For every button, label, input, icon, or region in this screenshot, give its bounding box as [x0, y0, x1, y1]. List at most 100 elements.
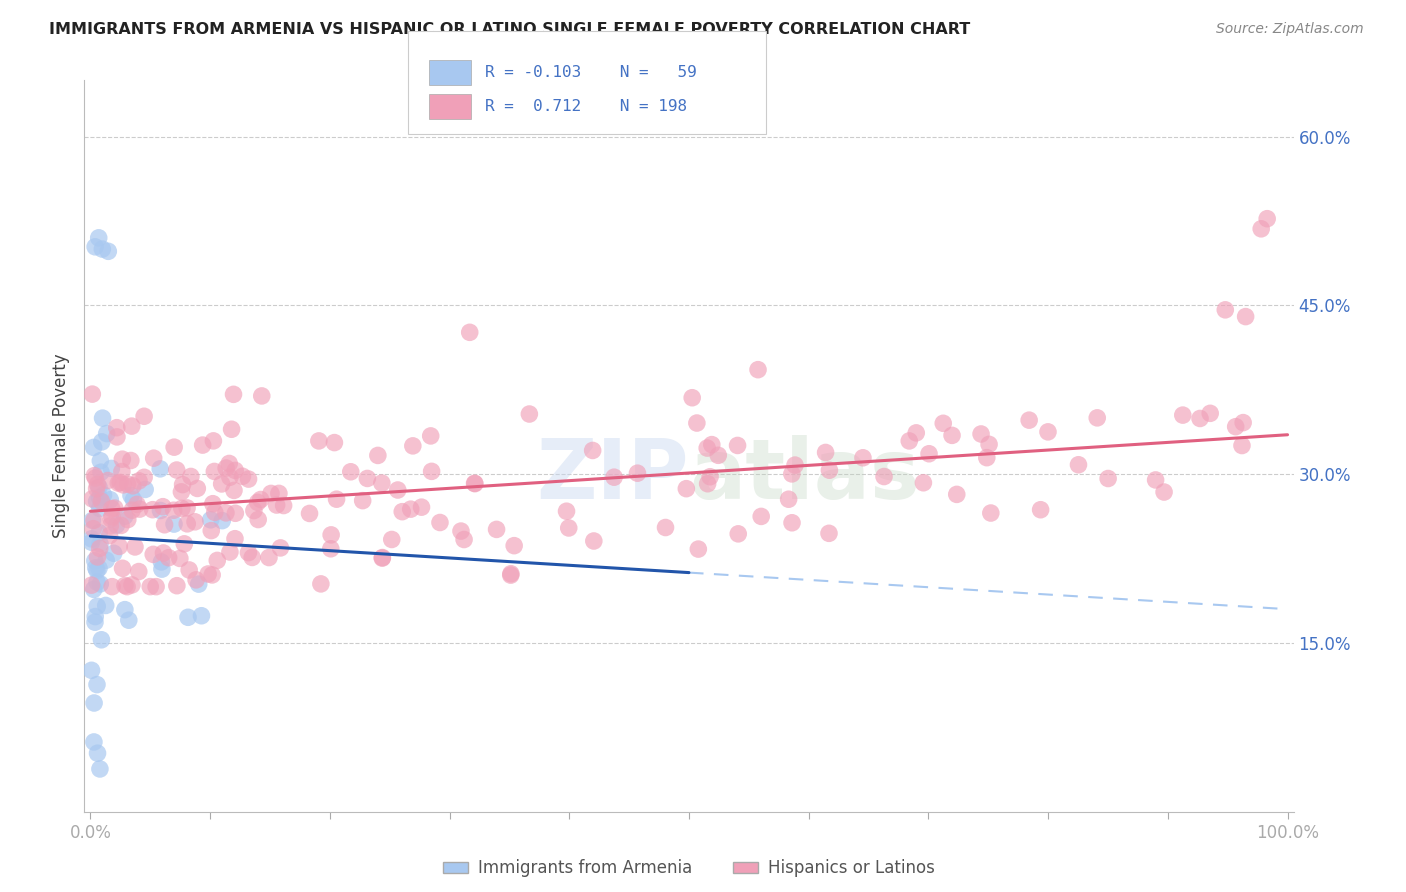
Point: [499, 566, 522, 581]
Point: [89, 525, 111, 540]
Point: [219, 470, 242, 484]
Point: [1067, 458, 1090, 472]
Point: [238, 472, 260, 486]
Point: [202, 434, 225, 448]
Point: [111, 561, 134, 575]
Point: [321, 528, 343, 542]
Text: IMMIGRANTS FROM ARMENIA VS HISPANIC OR LATINO SINGLE FEMALE POVERTY CORRELATION : IMMIGRANTS FROM ARMENIA VS HISPANIC OR L…: [49, 22, 970, 37]
Point: [173, 537, 195, 551]
Point: [402, 439, 425, 453]
Point: [139, 580, 162, 594]
Point: [727, 526, 749, 541]
Point: [727, 438, 749, 452]
Point: [686, 416, 709, 430]
Point: [240, 550, 263, 565]
Point: [86, 575, 108, 590]
Point: [356, 471, 378, 485]
Point: [177, 610, 200, 624]
Point: [419, 429, 441, 443]
Point: [1199, 406, 1222, 420]
Point: [1097, 471, 1119, 485]
Point: [371, 551, 394, 566]
Point: [125, 497, 148, 511]
Point: [325, 492, 347, 507]
Point: [247, 512, 270, 526]
Point: [96, 553, 118, 567]
Point: [176, 516, 198, 531]
Point: [87, 231, 110, 245]
Point: [190, 608, 212, 623]
Point: [391, 505, 413, 519]
Point: [117, 477, 139, 491]
Point: [204, 505, 226, 519]
Point: [84, 561, 107, 575]
Point: [215, 506, 238, 520]
Point: [170, 484, 193, 499]
Point: [94, 599, 117, 613]
Point: [153, 517, 176, 532]
Point: [87, 480, 110, 494]
Point: [134, 409, 156, 424]
Point: [100, 512, 122, 526]
Point: [224, 463, 246, 477]
Point: [905, 425, 928, 440]
Point: [352, 493, 374, 508]
Point: [945, 487, 967, 501]
Point: [626, 466, 648, 480]
Point: [80, 578, 103, 592]
Point: [707, 448, 730, 462]
Point: [1225, 419, 1247, 434]
Point: [429, 516, 451, 530]
Point: [90, 632, 112, 647]
Point: [681, 391, 703, 405]
Point: [1171, 408, 1194, 422]
Y-axis label: Single Female Poverty: Single Female Poverty: [52, 354, 70, 538]
Point: [243, 503, 266, 517]
Point: [558, 521, 581, 535]
Point: [90, 494, 112, 508]
Point: [163, 503, 186, 517]
Point: [211, 514, 233, 528]
Point: [84, 240, 107, 254]
Point: [582, 533, 605, 548]
Point: [124, 540, 146, 554]
Point: [250, 389, 273, 403]
Point: [184, 515, 207, 529]
Point: [169, 551, 191, 566]
Point: [170, 501, 193, 516]
Point: [152, 546, 174, 560]
Point: [818, 463, 841, 477]
Point: [485, 522, 508, 536]
Point: [149, 462, 172, 476]
Point: [257, 550, 280, 565]
Point: [82, 387, 104, 401]
Point: [80, 535, 103, 549]
Point: [1153, 485, 1175, 500]
Point: [675, 482, 697, 496]
Point: [108, 475, 131, 490]
Point: [371, 550, 394, 565]
Point: [224, 506, 246, 520]
Point: [89, 501, 111, 516]
Point: [976, 450, 998, 465]
Point: [696, 441, 718, 455]
Point: [86, 563, 108, 577]
Point: [120, 488, 142, 502]
Point: [179, 563, 201, 577]
Point: [82, 513, 104, 527]
Point: [166, 463, 188, 477]
Text: R = -0.103    N =   59: R = -0.103 N = 59: [485, 65, 697, 79]
Point: [783, 458, 806, 472]
Point: [1230, 438, 1253, 452]
Point: [464, 476, 486, 491]
Point: [84, 609, 107, 624]
Point: [83, 696, 105, 710]
Point: [86, 477, 108, 491]
Point: [603, 470, 626, 484]
Point: [89, 454, 111, 468]
Point: [83, 554, 105, 568]
Point: [89, 541, 111, 556]
Point: [222, 387, 245, 401]
Point: [101, 580, 124, 594]
Point: [453, 533, 475, 547]
